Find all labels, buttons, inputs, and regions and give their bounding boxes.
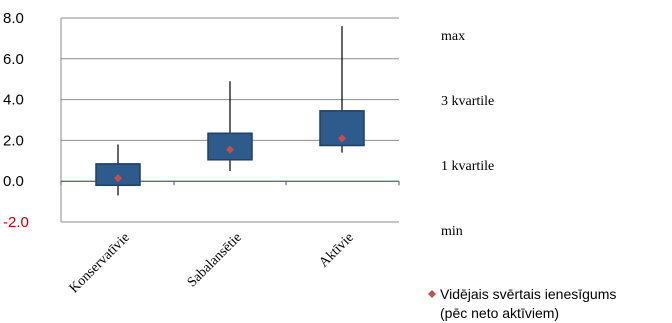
mean-marker <box>338 134 346 143</box>
y-tick-label: -2.0 <box>3 214 29 231</box>
x-tick-label: Konservatīvie <box>67 230 133 296</box>
legend-mean-marker <box>428 290 436 298</box>
legend: max 3 kvartile 1 kvartile min Vidējais svērt… <box>428 29 616 321</box>
legend-mean-sublabel: (pēc neto aktīviem) <box>440 305 559 321</box>
legend-mean-label: Vidējais svērtais ienesīgums <box>440 286 616 302</box>
box-3 <box>319 26 365 153</box>
legend-stat-label: max <box>441 29 465 44</box>
y-tick-label: 0.0 <box>3 173 24 190</box>
y-tick-label: 2.0 <box>3 132 24 149</box>
mean-marker <box>114 174 122 183</box>
y-tick-label: 8.0 <box>3 10 24 27</box>
mean-marker <box>226 145 234 154</box>
x-tick-label: Sabalansētie <box>185 230 245 290</box>
legend-stat-label: 3 kvartile <box>441 94 494 109</box>
y-axis-ticks: 8.0 6.0 4.0 2.0 0.0 -2.0 <box>3 10 29 231</box>
x-axis-ticks: Konservatīvie Sabalansētie Aktīvie <box>67 230 357 296</box>
y-tick-label: 4.0 <box>3 92 24 109</box>
legend-stat-label: 1 kvartile <box>441 159 494 174</box>
box-2 <box>207 81 253 171</box>
legend-stat-label: min <box>441 224 463 239</box>
box-series <box>95 26 365 196</box>
box-1 <box>95 144 141 196</box>
x-tick-label: Aktīvie <box>317 230 357 270</box>
y-tick-label: 6.0 <box>3 51 24 68</box>
